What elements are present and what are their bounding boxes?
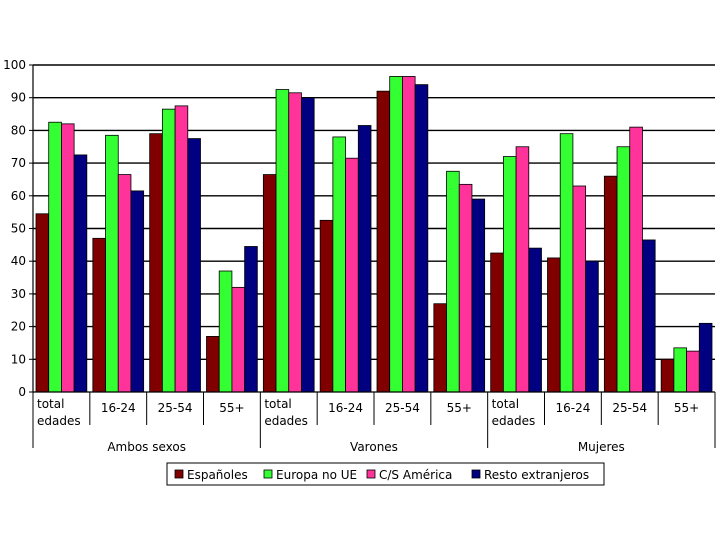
bar bbox=[174, 105, 189, 393]
bar bbox=[206, 336, 220, 393]
x-tick-label: 16-24 bbox=[328, 401, 363, 415]
y-tick-label: 20 bbox=[11, 320, 26, 334]
bar bbox=[616, 146, 631, 393]
bar bbox=[35, 213, 50, 393]
bar bbox=[660, 358, 675, 393]
bar bbox=[471, 198, 486, 393]
bar bbox=[629, 126, 643, 393]
bar bbox=[218, 270, 233, 393]
bar bbox=[345, 157, 359, 393]
bar bbox=[547, 257, 561, 393]
legend-swatch bbox=[263, 469, 273, 479]
bar bbox=[559, 133, 574, 393]
bar bbox=[357, 125, 372, 393]
group-label: Varones bbox=[350, 440, 398, 454]
bar bbox=[48, 121, 62, 393]
bar bbox=[502, 156, 517, 393]
y-tick-label: 100 bbox=[3, 58, 26, 72]
y-tick-label: 90 bbox=[11, 91, 26, 105]
x-tick-label: edades bbox=[492, 414, 536, 428]
x-tick-label: 25-54 bbox=[612, 401, 647, 415]
legend-swatch bbox=[366, 469, 376, 479]
y-tick-label: 40 bbox=[11, 254, 26, 268]
legend-label: Españoles bbox=[187, 468, 248, 482]
y-tick-label: 0 bbox=[18, 385, 26, 399]
bar bbox=[414, 84, 429, 393]
gridlines bbox=[33, 64, 715, 360]
group-label: Ambos sexos bbox=[107, 440, 186, 454]
x-tick-label: edades bbox=[264, 414, 308, 428]
bar bbox=[262, 174, 277, 393]
bar bbox=[288, 92, 302, 393]
axes bbox=[29, 64, 716, 448]
bars bbox=[35, 76, 713, 393]
x-tick-label: total bbox=[37, 397, 64, 411]
legend: Españoles Europa no UE C/S América Resto ex… bbox=[166, 462, 605, 486]
x-tick-label: 55+ bbox=[447, 401, 472, 415]
y-tick-label: 70 bbox=[11, 156, 26, 170]
x-tick-label: edades bbox=[37, 414, 81, 428]
group-label: Mujeres bbox=[578, 440, 625, 454]
legend-swatch bbox=[471, 469, 481, 479]
x-tick-label: total bbox=[264, 397, 291, 411]
x-tick-label: 55+ bbox=[219, 401, 244, 415]
y-tick-labels: 0 10 20 30 40 50 60 70 80 90 100 bbox=[3, 58, 26, 399]
bar bbox=[130, 190, 145, 393]
y-tick-label: 30 bbox=[11, 287, 26, 301]
bar bbox=[433, 303, 447, 393]
bar bbox=[490, 252, 504, 393]
bar bbox=[402, 76, 416, 393]
bar bbox=[515, 146, 530, 393]
x-tick-label: 25-54 bbox=[158, 401, 193, 415]
bar bbox=[301, 97, 315, 393]
bar bbox=[149, 133, 163, 393]
y-tick-label: 80 bbox=[11, 123, 26, 137]
bar bbox=[319, 219, 334, 393]
bar bbox=[528, 247, 542, 393]
y-tick-label: 50 bbox=[11, 222, 26, 236]
legend-label: Europa no UE bbox=[276, 468, 357, 482]
x-tick-label: 25-54 bbox=[385, 401, 420, 415]
bar bbox=[61, 123, 75, 393]
bar bbox=[642, 239, 656, 393]
bar bbox=[698, 322, 713, 393]
y-tick-label: 60 bbox=[11, 189, 26, 203]
bar bbox=[376, 90, 391, 393]
x-tick-label: 16-24 bbox=[101, 401, 136, 415]
bar bbox=[231, 286, 246, 393]
x-tick-label: total bbox=[492, 397, 519, 411]
bar bbox=[187, 138, 201, 393]
bar bbox=[161, 108, 176, 393]
bar bbox=[244, 246, 258, 393]
legend-label: C/S América bbox=[379, 468, 452, 482]
bar bbox=[73, 154, 88, 393]
bar bbox=[92, 237, 106, 393]
x-tick-label: 16-24 bbox=[555, 401, 590, 415]
bar bbox=[332, 136, 346, 393]
legend-label: Resto extranjeros bbox=[484, 468, 589, 482]
bar bbox=[446, 170, 460, 393]
bar bbox=[673, 347, 687, 393]
bar bbox=[117, 174, 132, 393]
bar bbox=[686, 350, 700, 393]
x-tick-labels: total edades 16-24 25-54 55+ total edades 16-24… bbox=[37, 397, 699, 428]
bar bbox=[105, 134, 119, 393]
group-labels: Ambos sexos Varones Mujeres bbox=[107, 440, 625, 454]
legend-swatch bbox=[174, 469, 184, 479]
y-tick-label: 10 bbox=[11, 352, 26, 366]
x-tick-label: 55+ bbox=[674, 401, 699, 415]
bar bbox=[275, 89, 290, 393]
bar bbox=[603, 175, 618, 393]
legend-box bbox=[166, 462, 605, 486]
bar bbox=[585, 260, 599, 393]
bar bbox=[389, 76, 403, 393]
bar bbox=[572, 185, 587, 393]
bar bbox=[458, 183, 473, 393]
